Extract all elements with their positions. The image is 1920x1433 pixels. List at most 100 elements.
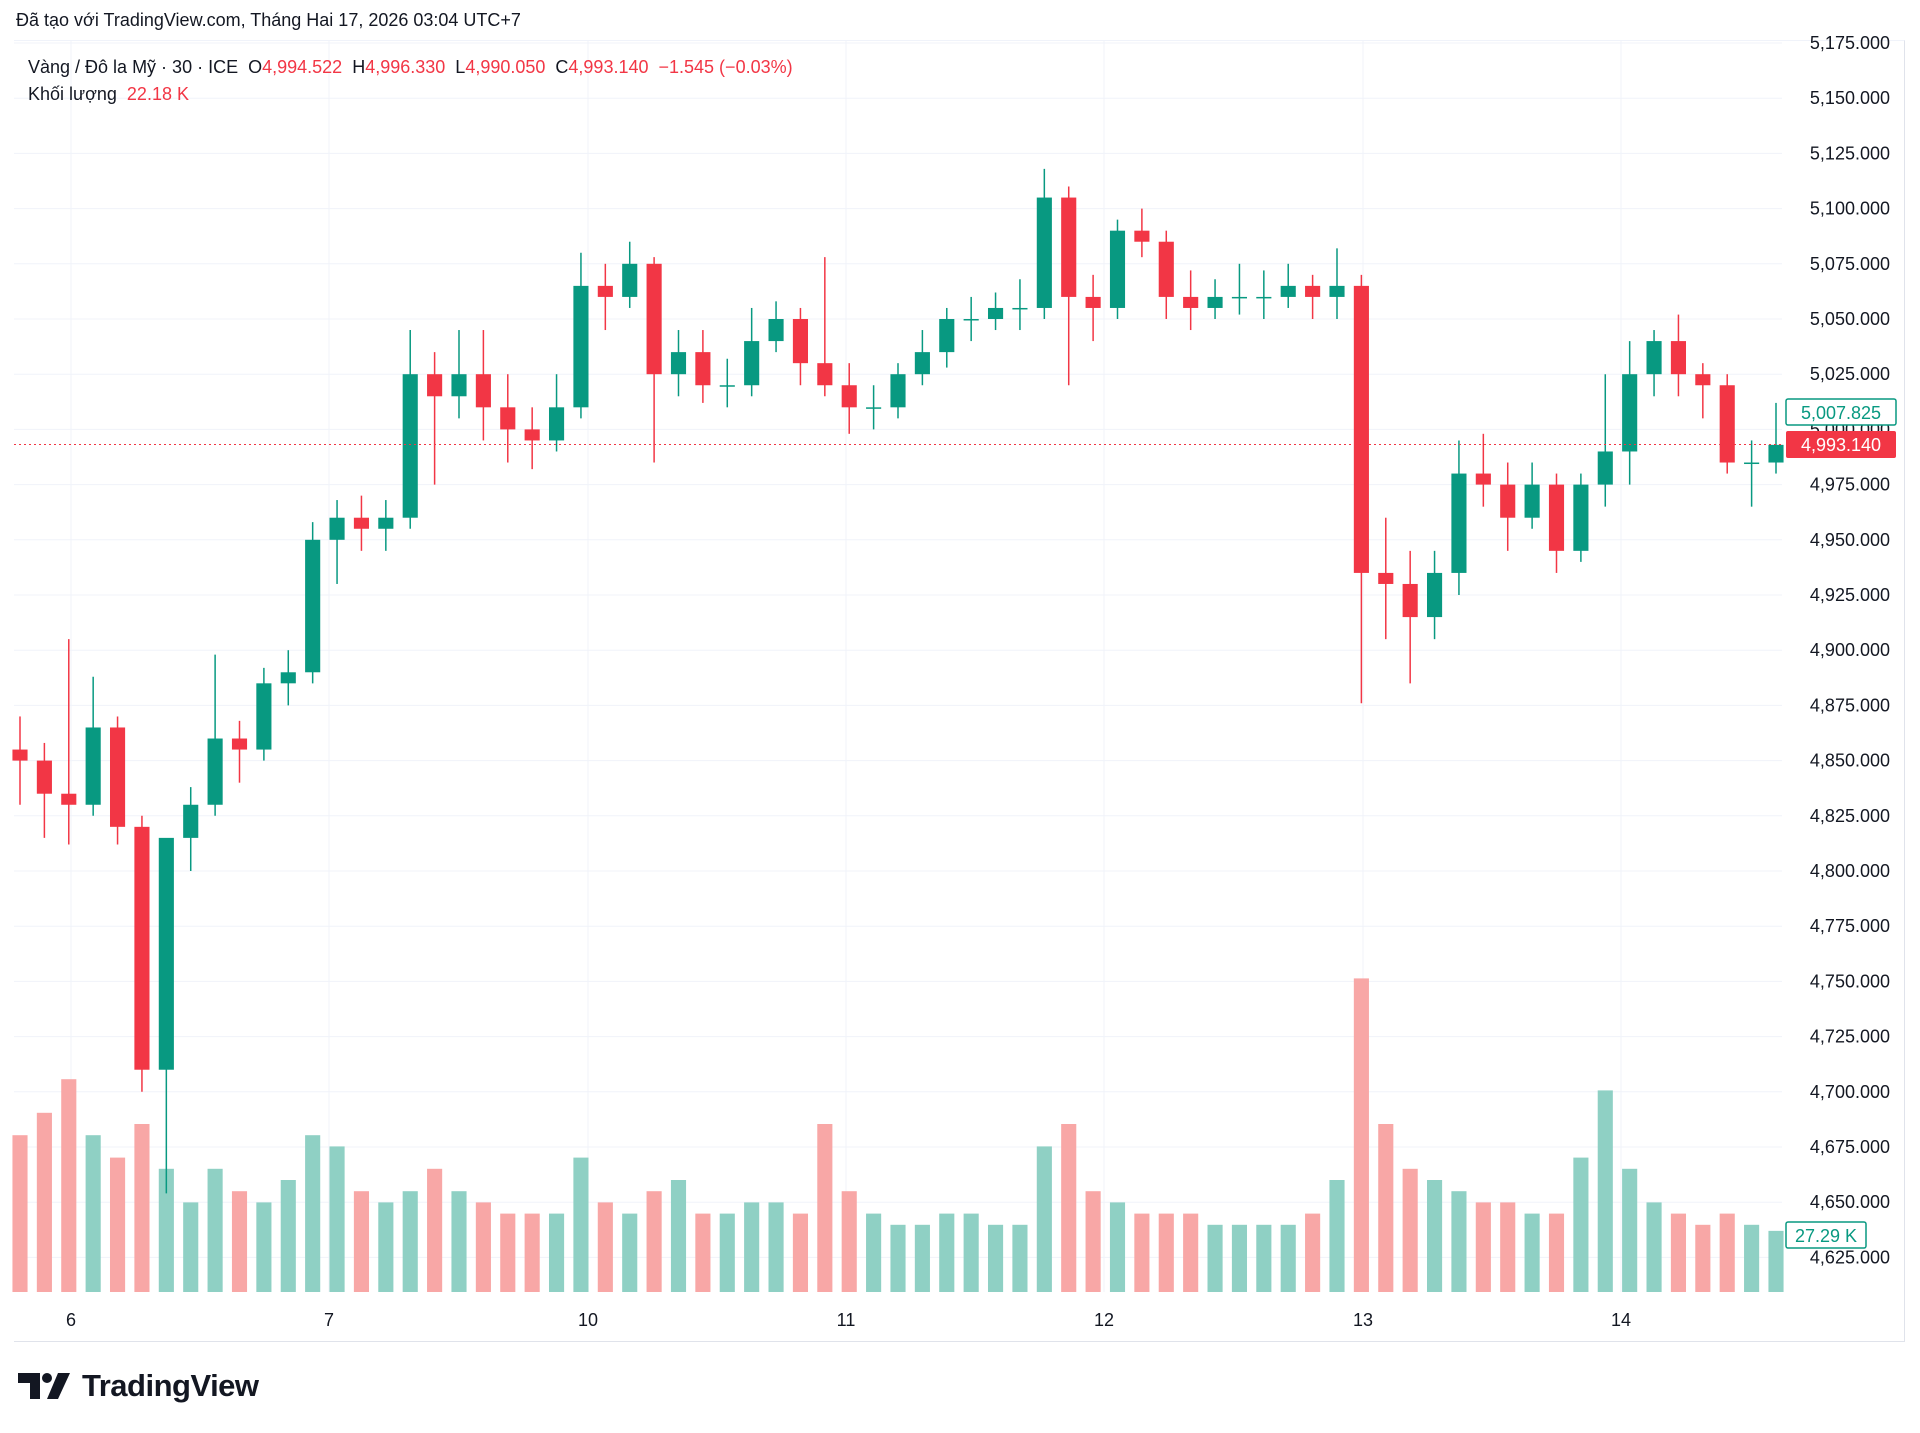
candle-body [670,352,687,375]
close-value: 4,993.140 [568,57,649,77]
candle-body [1524,484,1540,518]
volume-bar [841,1191,857,1292]
time-tick-label: 11 [837,1310,856,1330]
candle-body [1646,341,1662,375]
volume-bar [524,1213,540,1292]
price-axis: 5,175.000 5,150.000 5,125.000 5,100.000 5,07… [1810,33,1890,1267]
time-tick-label: 12 [1094,1310,1114,1330]
candle-body [1426,572,1443,618]
volume-bar [1768,1230,1784,1292]
price-tick-label: 4,650.000 [1810,1192,1890,1212]
candle-body [378,517,394,529]
price-tick-label: 4,875.000 [1810,695,1890,715]
time-axis: 6 7 10 11 12 13 14 [66,1310,1631,1330]
candle-body [1475,473,1491,485]
candle-body [695,352,711,386]
volume-bar [85,1135,101,1292]
candle-body [817,363,833,386]
last-price-badge: 4,993.140 [1786,431,1896,458]
candle-body [183,804,199,838]
time-tick-label: 10 [578,1310,598,1330]
candle-body [134,826,150,1070]
candle-body [1353,285,1369,573]
volume-value: 22.18 K [126,84,189,104]
volume-bar [1378,1124,1394,1292]
volume-bar [597,1202,613,1292]
candle-body [890,374,906,408]
close-label: C [555,57,569,77]
price-tick-label: 4,725.000 [1810,1027,1890,1047]
candle-body [1329,285,1345,297]
candle-body [1134,230,1150,242]
volume-bar [792,1213,809,1292]
tradingview-logo[interactable]: TradingView [18,1368,259,1404]
volume-label[interactable]: Khối lượng [28,84,117,104]
volume-bar [109,1157,126,1292]
ohlc-row: Vàng / Đô la Mỹ · 30 · ICE O4,994.522 H4… [28,54,793,81]
candle-body [1744,462,1760,465]
candle-body [987,307,1004,319]
price-tick-label: 4,925.000 [1810,585,1890,605]
volume-bar [1353,978,1369,1292]
volume-bar [329,1146,345,1292]
volume-bar [1085,1191,1101,1292]
volume-bar [158,1168,174,1292]
candle-body [1719,385,1735,463]
volume-bar [1305,1213,1321,1292]
candle-body [1061,197,1077,297]
candle-body [353,517,370,529]
candle-body [109,727,126,827]
volume-bar [1329,1180,1345,1292]
candle-body [719,385,735,387]
price-tick-label: 4,900.000 [1810,640,1890,660]
candle-body [524,429,540,441]
volume-bar [61,1079,77,1292]
price-tick-label: 4,675.000 [1810,1137,1890,1157]
candle-body [1378,572,1394,584]
volume-bar [1256,1224,1272,1292]
volume-bar [451,1191,467,1292]
volume-bar [1109,1202,1126,1292]
candle-body [646,263,662,375]
candle-body [475,374,491,408]
time-tick-label: 13 [1353,1310,1373,1330]
volume-bar [1548,1213,1565,1292]
volume-bar [12,1135,28,1292]
candle-body [12,749,28,761]
candle-body [1622,374,1638,452]
volume-bar [183,1202,199,1292]
candle-body [1280,285,1296,297]
candle-body [1695,374,1711,386]
volume-bar [817,1124,833,1292]
volume-bar [134,1124,150,1292]
created-with-caption: Đã tạo với TradingView.com, Tháng Hai 17… [16,10,521,30]
price-tick-label: 5,050.000 [1810,309,1890,329]
last-price-value: 4,993.140 [1801,435,1881,455]
candle-body [85,727,101,805]
volume-bar [695,1213,711,1292]
price-tick-label: 4,950.000 [1810,530,1890,550]
candle-body [36,760,52,794]
volume-bar [866,1213,882,1292]
volume-bar [1695,1224,1711,1292]
volume-bar [622,1213,638,1292]
candle-body [841,385,857,408]
volume-badge-value: 27.29 K [1795,1226,1857,1246]
candle-body [1256,296,1272,299]
volume-bar [1500,1202,1516,1292]
volume-bar [36,1112,52,1292]
volume-bar [305,1135,321,1292]
candle-body [963,319,979,321]
volume-bar [402,1191,418,1292]
candle-body [500,407,516,430]
change-value: −1.545 (−0.03%) [658,57,793,77]
candle-body [305,539,321,673]
candle-body [573,285,589,408]
time-tick-label: 7 [324,1310,334,1330]
volume-bar [1036,1146,1052,1292]
volume-bar [548,1213,565,1292]
low-label: L [455,57,466,77]
price-tick-label: 4,975.000 [1810,475,1890,495]
symbol-name[interactable]: Vàng / Đô la Mỹ · 30 · ICE [28,57,239,77]
